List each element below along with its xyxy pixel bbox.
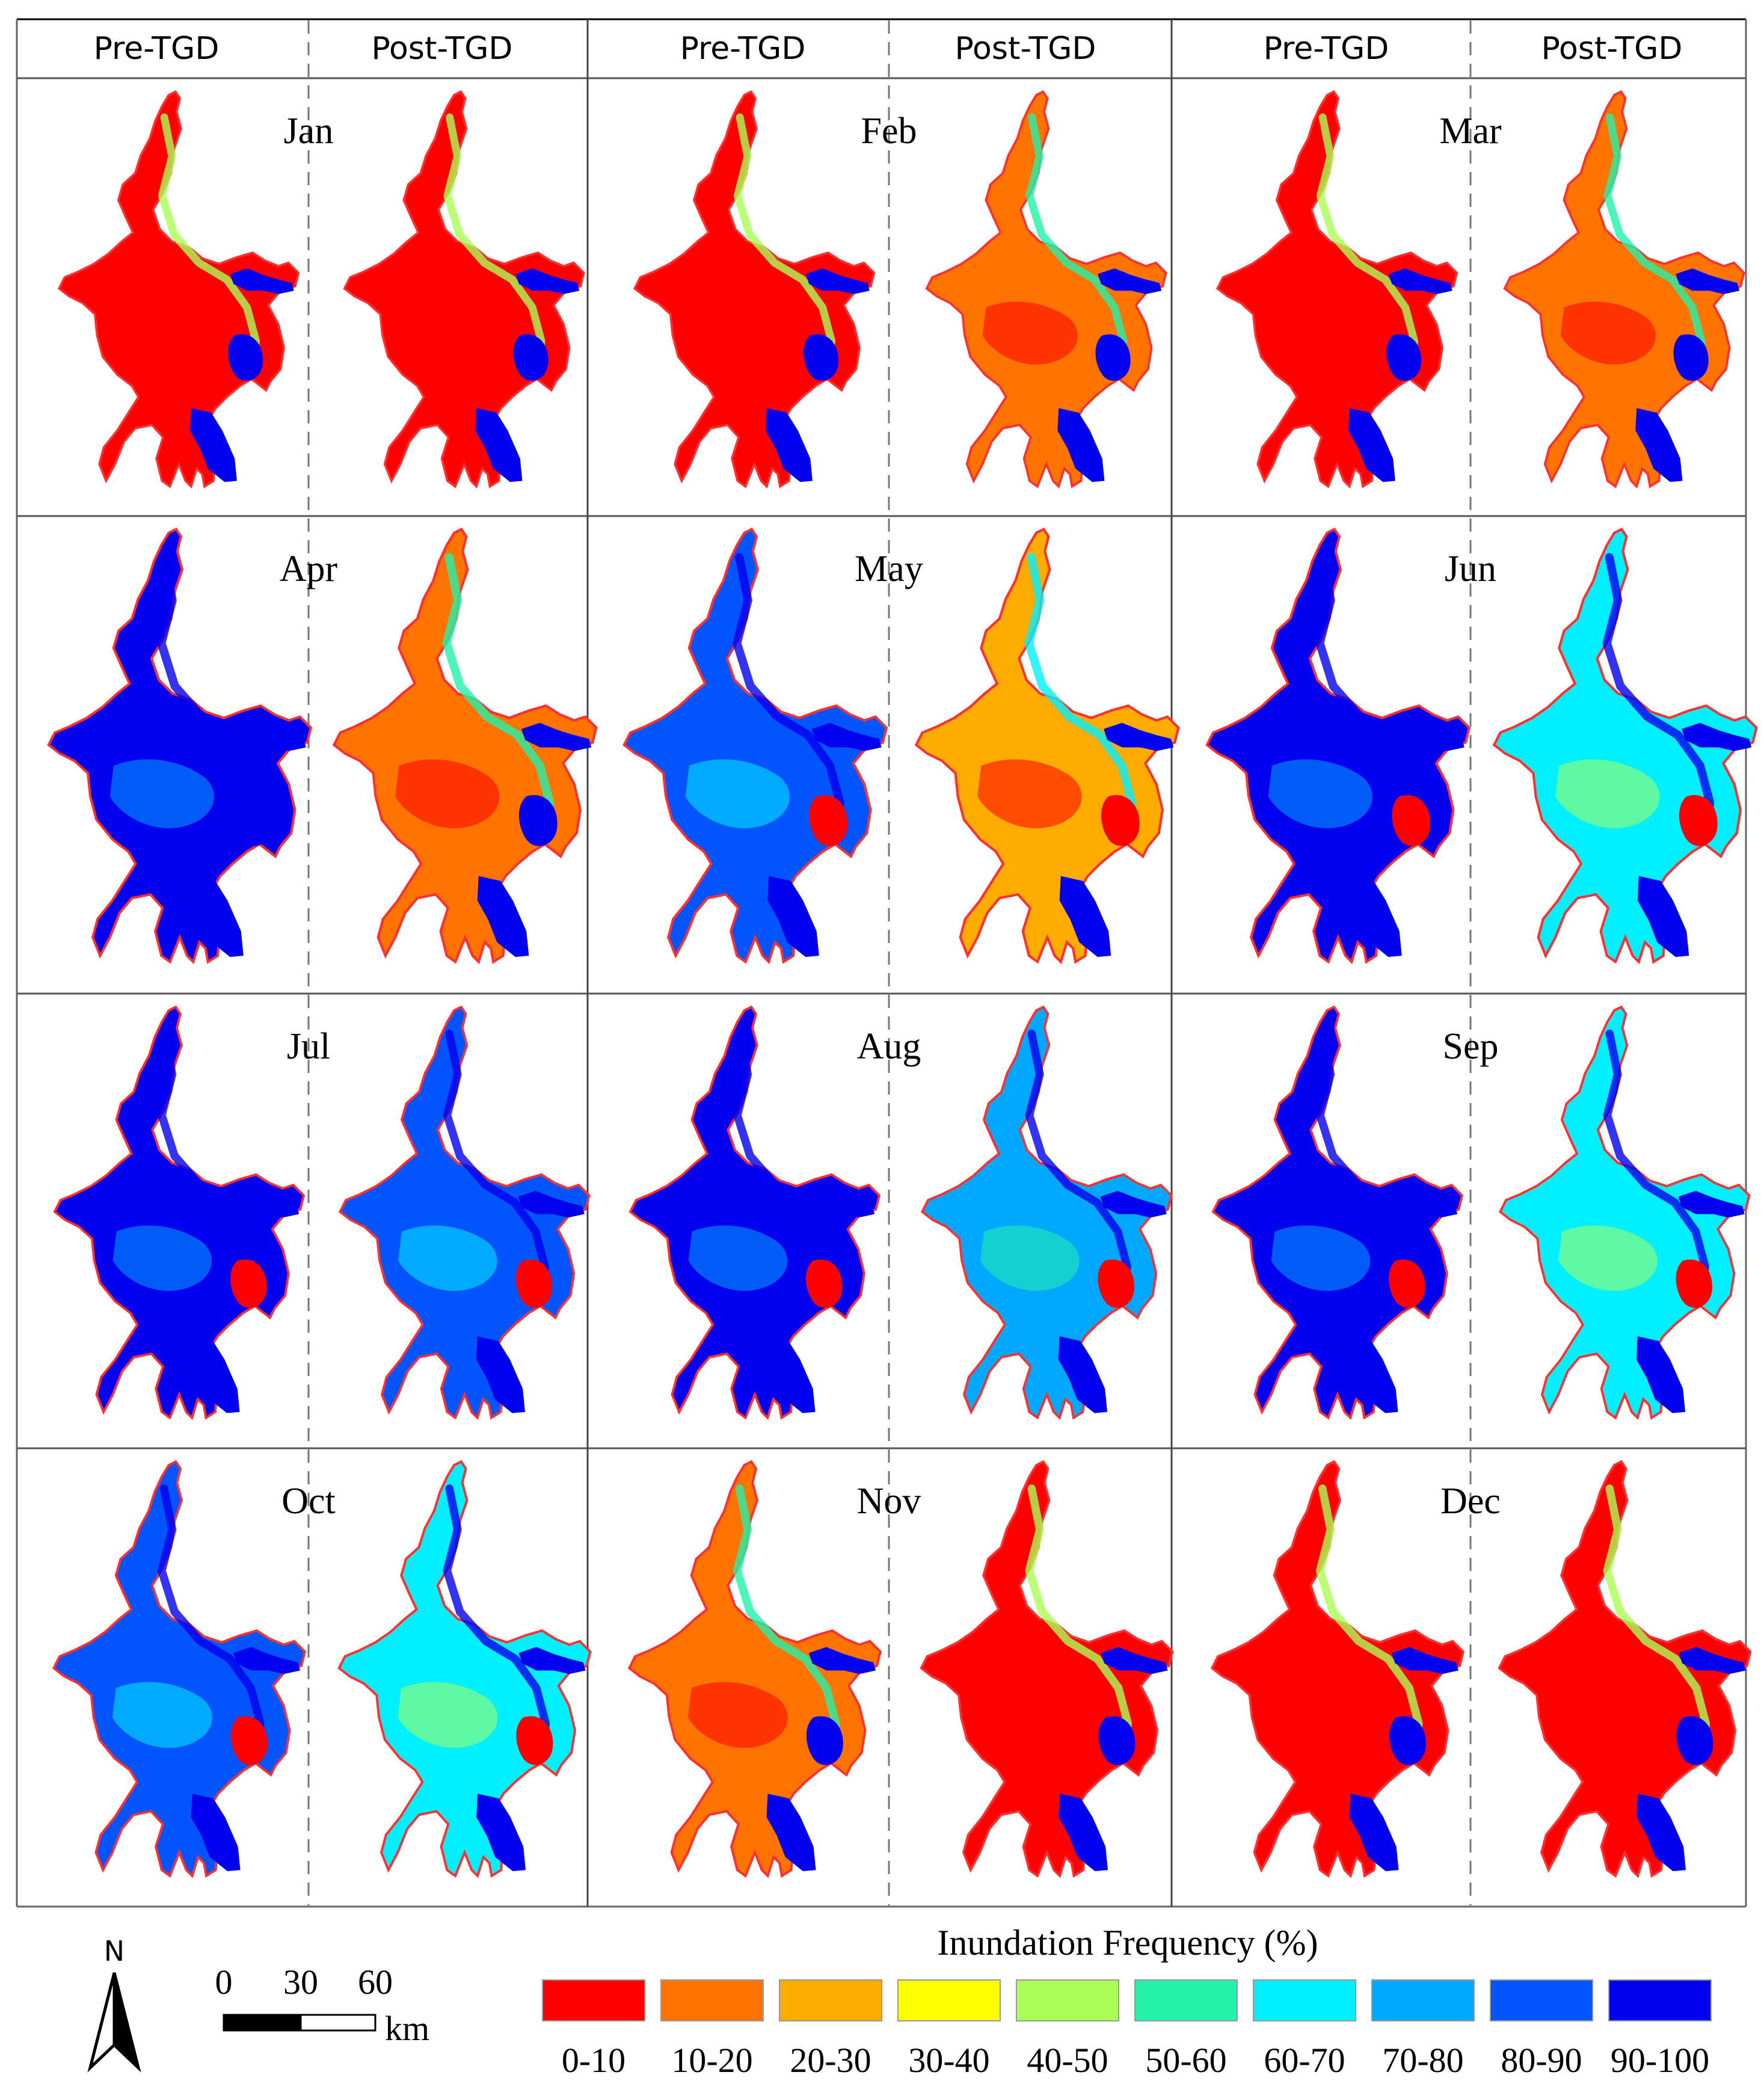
month-panel xyxy=(53,1006,591,1419)
month-label: Sep xyxy=(1443,1026,1499,1067)
month-label: Jul xyxy=(287,1026,330,1067)
pre-map xyxy=(52,1460,306,1877)
legend-swatch xyxy=(1253,1979,1356,2021)
legend-label: 30-40 xyxy=(908,2041,989,2080)
pre-map xyxy=(53,1006,305,1419)
month-label: Jun xyxy=(1445,549,1496,589)
month-label: Nov xyxy=(857,1481,921,1522)
month-panel xyxy=(1207,529,1757,962)
pre-map xyxy=(1207,529,1469,962)
north-arrow-icon: N xyxy=(87,1935,141,2073)
legend-swatch xyxy=(1371,1979,1475,2021)
legend-label: 20-30 xyxy=(790,2041,871,2080)
column-headers: Pre-TGD Post-TGD Pre-TGD Post-TGD Pre-TGD Pos… xyxy=(94,31,1683,67)
column-header: Pre-TGD xyxy=(94,31,220,67)
month-panel xyxy=(1211,1460,1752,1877)
post-map xyxy=(343,90,585,488)
post-map xyxy=(339,1006,591,1419)
scale-unit: km xyxy=(385,2009,429,2048)
column-header: Pre-TGD xyxy=(1264,31,1389,67)
month-panel xyxy=(49,529,597,962)
scale-tick: 30 xyxy=(283,1963,318,2002)
month-label: Dec xyxy=(1440,1481,1501,1522)
legend-swatch xyxy=(779,1979,882,2021)
month-label: Oct xyxy=(281,1481,336,1522)
month-panel xyxy=(1211,1006,1751,1419)
pre-map xyxy=(49,529,311,962)
month-label: May xyxy=(855,549,923,589)
legend-label: 80-90 xyxy=(1501,2041,1582,2080)
legend-swatch xyxy=(1490,1979,1593,2021)
pre-post-dividers xyxy=(307,20,1472,1905)
legend-swatch xyxy=(1134,1979,1238,2021)
legend-label: 90-100 xyxy=(1611,2041,1709,2080)
month-label: Mar xyxy=(1439,111,1502,152)
post-map xyxy=(925,90,1167,488)
column-header: Post-TGD xyxy=(372,31,513,67)
legend-swatch xyxy=(660,1979,764,2021)
legend-swatch xyxy=(897,1979,1001,2021)
post-map xyxy=(920,1460,1174,1877)
month-panel xyxy=(628,1006,1173,1419)
legend-label: 40-50 xyxy=(1027,2041,1108,2080)
pre-map xyxy=(1211,1006,1463,1419)
column-header: Pre-TGD xyxy=(680,31,806,67)
legend-label: 70-80 xyxy=(1382,2041,1463,2080)
scale-bar: 0 30 60 km xyxy=(215,1963,430,2048)
post-map xyxy=(1498,1460,1752,1877)
legend-label: 60-70 xyxy=(1264,2041,1345,2080)
legend-swatch xyxy=(1608,1979,1712,2021)
scale-tick: 0 xyxy=(215,1963,233,2002)
post-map xyxy=(916,529,1178,962)
month-panel xyxy=(628,1460,1174,1877)
month-panel xyxy=(624,529,1179,962)
post-map xyxy=(334,529,596,962)
pre-map xyxy=(624,529,887,962)
pre-map xyxy=(1216,90,1458,488)
month-label: Apr xyxy=(280,549,338,589)
pre-map xyxy=(1211,1460,1464,1877)
pre-map xyxy=(58,90,300,488)
month-label: Aug xyxy=(857,1026,921,1067)
pre-map xyxy=(633,90,876,488)
post-map xyxy=(1499,1006,1751,1419)
pre-map xyxy=(628,1006,880,1419)
legend-label: 50-60 xyxy=(1145,2041,1226,2080)
legend-title: Inundation Frequency (%) xyxy=(937,1923,1318,1963)
legend-swatch xyxy=(542,1979,645,2021)
map-frame xyxy=(16,18,1747,1908)
month-panel xyxy=(52,1460,592,1877)
scale-tick: 60 xyxy=(358,1963,393,2002)
legend-swatch xyxy=(1016,1979,1119,2021)
legend: Inundation Frequency (%) 0-10 10-20 20-30 3… xyxy=(542,1923,1712,2080)
month-label: Jan xyxy=(284,111,334,152)
north-label: N xyxy=(104,1935,124,1967)
post-map xyxy=(921,1006,1173,1419)
month-label: Feb xyxy=(861,111,917,152)
post-map xyxy=(1503,90,1745,488)
month-labels: Jan Feb Mar Apr May Jun Jul Aug Sep Oct Nov Dec xyxy=(280,111,1502,1522)
monthly-maps xyxy=(49,90,1757,1877)
pre-map xyxy=(628,1460,882,1877)
post-map xyxy=(337,1460,592,1877)
column-header: Post-TGD xyxy=(955,31,1096,67)
post-map xyxy=(1494,529,1756,962)
legend-label: 0-10 xyxy=(562,2041,625,2080)
legend-label: 10-20 xyxy=(671,2041,752,2080)
column-header: Post-TGD xyxy=(1541,31,1683,67)
